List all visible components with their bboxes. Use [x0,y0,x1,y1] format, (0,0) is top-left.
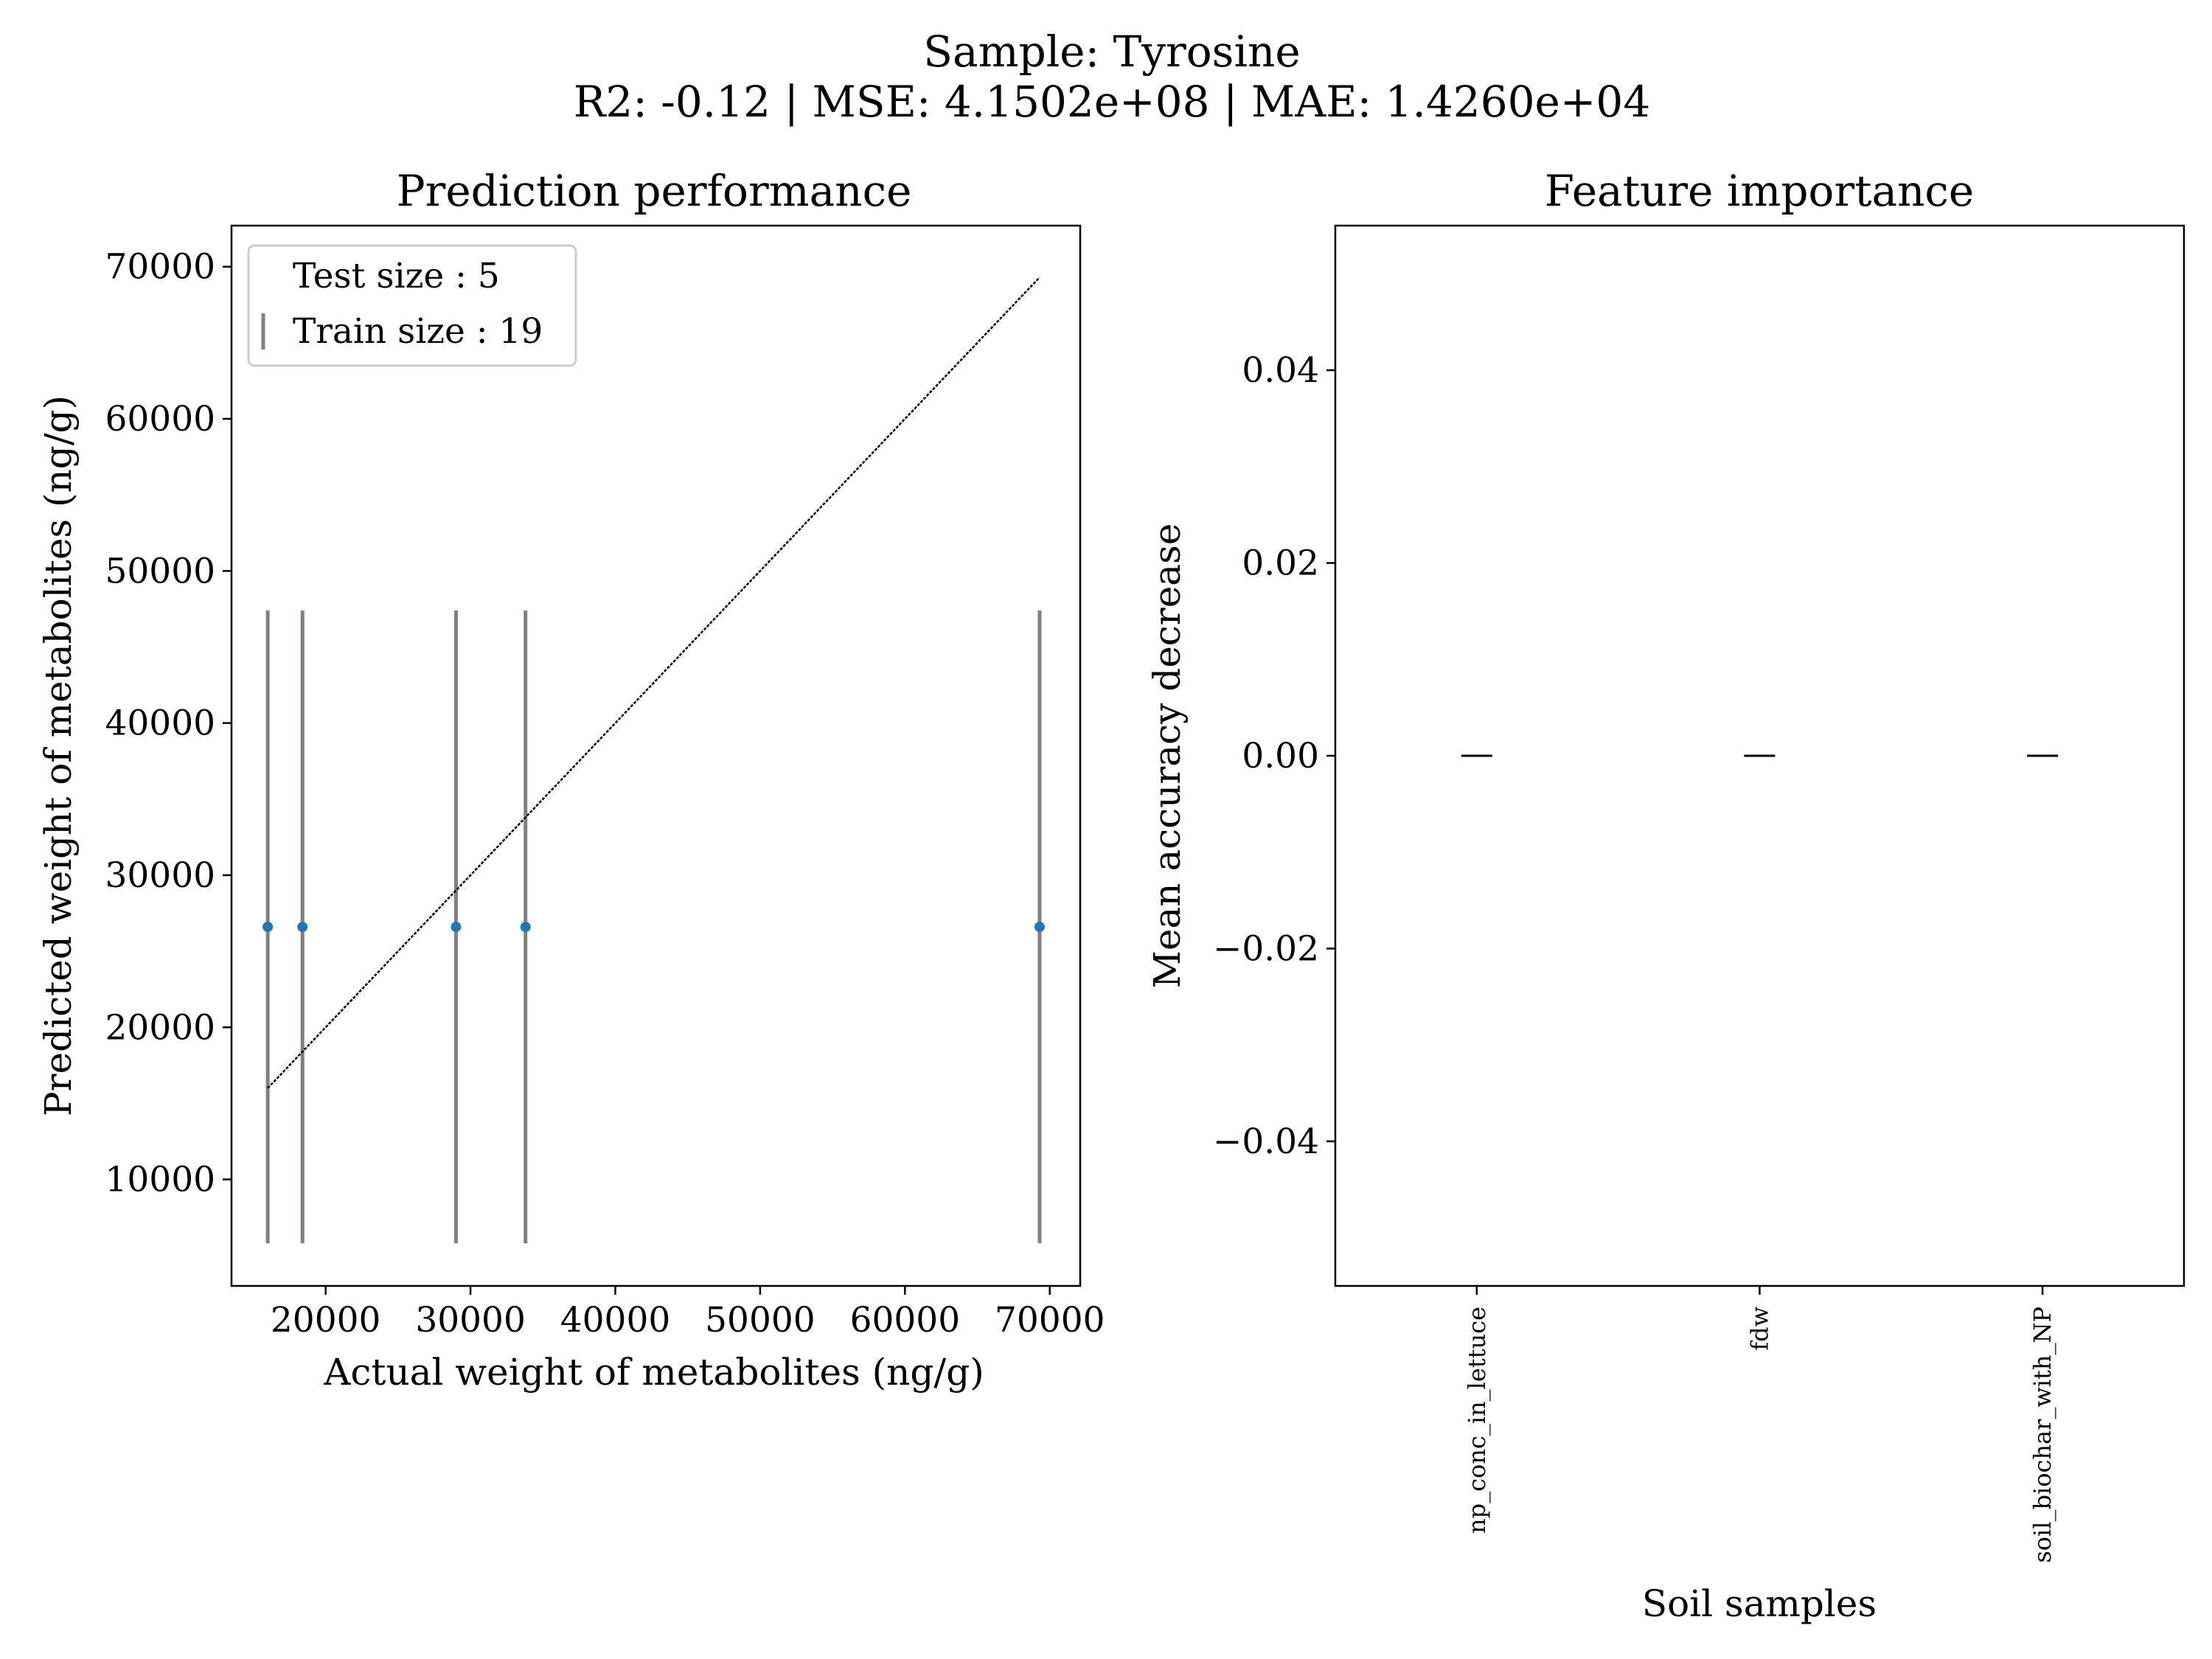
data-point [451,922,462,933]
reference-line [267,276,1040,1089]
legend-entry-test-size: Test size : 5 [293,256,500,296]
legend-entry-train-size: Train size : 19 [293,311,543,352]
left-plot-area [262,276,1046,1244]
y-tick-label: 40000 [105,703,215,744]
y-tick-label: 60000 [105,399,215,439]
feature-importance-title: Feature importance [1545,166,1975,216]
y-tick-label: 0.04 [1242,350,1319,391]
feature-importance-panel: Feature importance −0.04 −0.02 0.00 0.02 0.0… [1146,166,2185,1625]
x-tick-label: soil_biochar_with_NP [2028,1307,2056,1563]
prediction-performance-panel: Prediction performance 10000 20000 30000 40… [37,166,1105,1394]
data-point [520,922,531,933]
left-y-axis-label: Predicted weight of metabolites (ng/g) [37,395,80,1116]
x-tick-label: fdw [1746,1307,1774,1351]
figure-title: Sample: Tyrosine [923,27,1300,77]
x-tick-label: 60000 [850,1300,961,1340]
y-tick-label: 20000 [105,1007,215,1048]
prediction-performance-title: Prediction performance [397,166,912,216]
left-y-axis-ticks: 10000 20000 30000 40000 50000 60000 70000 [105,247,232,1200]
x-tick-label: 40000 [560,1300,671,1340]
y-tick-label: −0.02 [1213,928,1319,969]
left-x-axis-ticks: 20000 30000 40000 50000 60000 70000 [271,1286,1105,1340]
left-x-axis-label: Actual weight of metabolites (ng/g) [323,1351,984,1394]
x-tick-label: 50000 [705,1300,815,1340]
y-tick-label: 50000 [105,551,215,591]
data-point [1034,922,1046,933]
x-tick-label: np_conc_in_lettuce [1463,1307,1491,1534]
legend-box [247,244,577,367]
x-tick-label: 70000 [995,1300,1105,1340]
right-y-axis-label: Mean accuracy decrease [1146,524,1189,989]
right-axes-frame [1334,224,2185,1287]
y-tick-label: −0.04 [1213,1121,1319,1162]
y-tick-label: 70000 [105,247,215,288]
y-tick-label: 10000 [105,1160,215,1200]
left-axes-frame [230,224,1082,1287]
legend: Test size : 5 Train size : 19 [247,244,577,367]
y-tick-label: 0.02 [1242,543,1319,584]
y-tick-label: 30000 [105,855,215,896]
y-tick-label: 0.00 [1242,736,1319,776]
data-point [262,922,274,933]
figure-subtitle: R2: -0.12 | MSE: 4.1502e+08 | MAE: 1.426… [574,77,1650,127]
x-tick-label: 30000 [415,1300,526,1340]
right-y-axis-ticks: −0.04 −0.02 0.00 0.02 0.04 [1213,350,1335,1162]
x-tick-label: 20000 [271,1300,381,1340]
right-x-axis-label: Soil samples [1642,1582,1877,1625]
right-x-axis-ticks: np_conc_in_lettuce fdw soil_biochar_with_N… [1463,1286,2056,1563]
data-point [297,922,308,933]
